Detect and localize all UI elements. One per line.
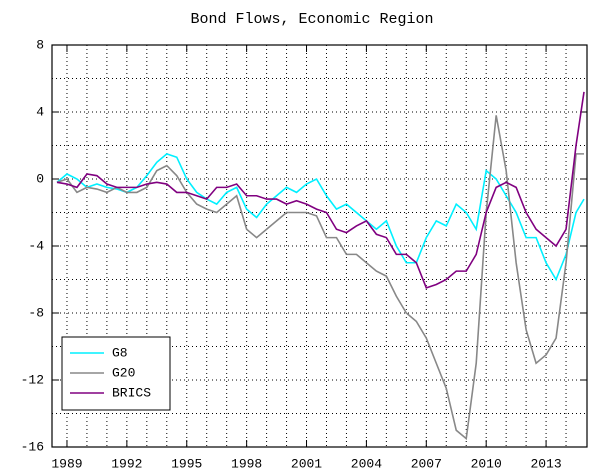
x-tick-label: 1998 (231, 456, 262, 471)
x-tick-label: 1989 (51, 456, 82, 471)
x-tick-label: 2001 (291, 456, 322, 471)
series-line (56, 152, 585, 282)
x-tick-label: 2010 (471, 456, 502, 471)
series-line (56, 115, 585, 441)
y-tick-label: 4 (36, 104, 44, 119)
x-tick-label: 2004 (351, 456, 382, 471)
y-tick-label: -4 (28, 238, 44, 253)
legend-label: BRICS (112, 385, 151, 400)
y-tick-label: -12 (21, 372, 44, 387)
y-tick-label: 8 (36, 37, 44, 52)
x-tick-label: 2013 (530, 456, 561, 471)
x-tick-label: 1992 (111, 456, 142, 471)
plot-frame (51, 44, 588, 448)
series-line (56, 91, 585, 289)
y-tick-label: -16 (21, 439, 44, 454)
legend-label: G20 (112, 365, 135, 380)
x-tick-label: 2007 (411, 456, 442, 471)
y-tick-label: -8 (28, 305, 44, 320)
x-tick-label: 1995 (171, 456, 202, 471)
legend-label: G8 (112, 345, 128, 360)
chart-title: Bond Flows, Economic Region (190, 11, 433, 28)
y-tick-label: 0 (36, 171, 44, 186)
